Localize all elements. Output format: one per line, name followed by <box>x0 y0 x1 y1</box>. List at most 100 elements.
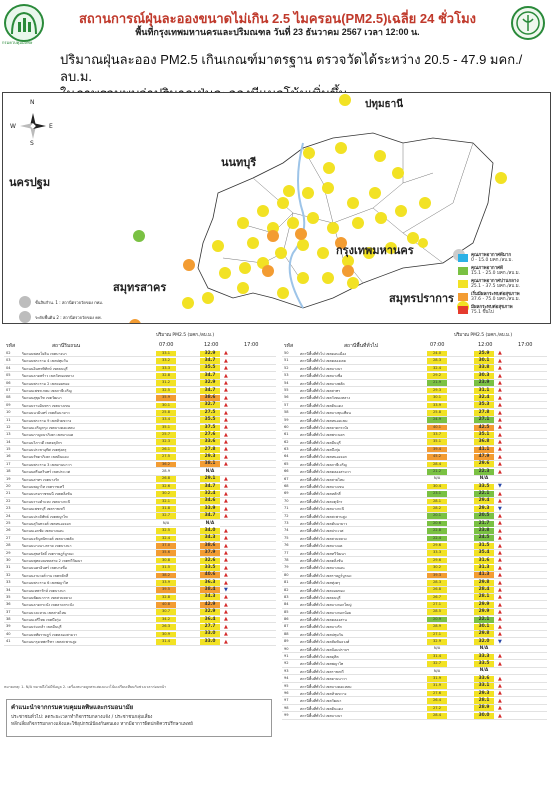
legend-swatch <box>458 280 468 288</box>
table-row: 92 สถานีพื้นที่ทั่วไป เขตพญาไท 32.7 33.5 ▲ <box>282 660 547 668</box>
station-key-pcd-icon <box>19 311 31 323</box>
station-name: ริมถนนสาทร เขตบางรัก <box>22 477 60 482</box>
station-code: 25 <box>6 520 11 525</box>
trend-up-icon: ▲ <box>498 512 502 519</box>
station-name: สถานีพื้นที่ทั่วไป เขตบางกอกใหญ่ <box>300 603 352 608</box>
table-row: 69 สถานีพื้นที่ทั่วไป เขตหลักสี่ 23.1 22.1 ▲ <box>282 490 547 498</box>
station-code: 55 <box>284 387 289 392</box>
trend-up-icon: ▲ <box>498 705 502 712</box>
station-name: สถานีพื้นที่ทั่วไป เขตหนองแขม <box>300 418 348 423</box>
map-stations <box>182 94 507 313</box>
station-name: สถานีพื้นที่ทั่วไป เขตบางซื่อ <box>300 374 343 379</box>
station-name: สถานีพื้นที่ทั่วไป เขตบางกะปิ <box>300 507 345 512</box>
col-code: รหัส <box>6 343 16 349</box>
table-row: 29 ริมถนนสุขสวัสดิ์ เขตราษฎร์บูรณะ 35.6 37.… <box>4 550 276 557</box>
province-samutprakan: สมุทรปราการ <box>389 292 454 305</box>
trend-up-icon: ▲ <box>224 594 228 601</box>
value-1200: N/A <box>474 668 494 675</box>
station-code: 32 <box>6 572 11 577</box>
value-1200: 41.3 <box>474 572 494 579</box>
value-1200: 32.7 <box>200 402 220 409</box>
value-0700: 39.3 <box>427 572 447 579</box>
station-name: ริมถนนพระราม 4 เขตปทุมวัน <box>22 359 69 364</box>
value-0700: 30.9 <box>156 631 176 638</box>
legend-range: 75.1 ขึ้นไป <box>471 310 494 315</box>
value-0700: 32.6 <box>156 483 176 490</box>
table-row: 04 ริมถนนอินทรพิทักษ์ เขตธนบุรี 33.3 35.5 ▲ <box>4 365 276 373</box>
station-name: ริมถนนพญาไท เขตราชเทวี <box>22 485 65 490</box>
station-code: 61 <box>284 432 289 437</box>
station-code: 87 <box>284 624 289 629</box>
value-0700: 30.2 <box>156 491 176 497</box>
trend-up-icon: ▲ <box>498 623 502 630</box>
value-0700: 33.4 <box>156 417 176 423</box>
value-1200: 27.5 <box>200 409 220 416</box>
value-0700: 31.4 <box>427 653 447 660</box>
table-row: 37 ริมถนนวงแหวน เขตสายไหม 30.7 32.9 ▲ <box>4 609 276 617</box>
province-samutsakhon: สมุทรสาคร <box>113 281 167 294</box>
compass-e: E <box>49 123 53 130</box>
table-row: 20 ริมถนนพญาไท เขตราชเทวี 32.6 34.7 ▲ <box>4 483 276 491</box>
value-0700: 40.8 <box>156 602 176 608</box>
value-0700: 29.2 <box>427 372 447 379</box>
trend-up-icon: ▲ <box>224 402 228 409</box>
value-0700: 26.3 <box>156 624 176 630</box>
station-code: 81 <box>284 580 289 585</box>
value-0700: 25.8 <box>427 409 447 416</box>
value-0700: 33.9 <box>427 402 447 409</box>
district-map <box>19 94 507 323</box>
trend-up-icon: ▲ <box>498 697 502 704</box>
table-row: 06 ริมถนนพระราม 2 เขตจอมทอง 31.2 32.9 ▲ <box>4 380 276 387</box>
value-0700: 22.8 <box>427 528 447 534</box>
health-dept-logo-icon <box>516 11 540 35</box>
table-row: 60 สถานีพื้นที่ทั่วไป เขตลาดกระบัง 40.1 42.… <box>282 424 547 432</box>
table-row: 31 ริมถนนนครอินทร์ เขตบางซื่อ 31.5 33.5 ▲ <box>4 564 276 572</box>
value-1200: 29.6 <box>474 461 494 468</box>
value-1200: 34.7 <box>200 357 220 364</box>
value-1200: 33.9 <box>200 505 220 512</box>
station-name: สถานีพื้นที่ทั่วไป เขตบางแค <box>300 544 343 549</box>
station-name: สถานีพื้นที่ทั่วไป เขตบางเขน <box>300 485 344 490</box>
value-1200: N/A <box>200 468 220 475</box>
station-name: ริมถนนเอกชัย เขตบางบอน <box>22 529 64 534</box>
table-row: 27 ริมถนนจรัญสนิทวงศ์ เขตบางพลัด 32.4 34.3 ▲ <box>4 535 276 543</box>
trend-up-icon: ▲ <box>498 653 502 660</box>
legend-title: เริ่มมีผลกระทบต่อสุขภาพ <box>471 292 520 297</box>
station-code: 05 <box>6 373 11 378</box>
value-1200: N/A <box>474 476 494 483</box>
value-1200: 29.9 <box>474 609 494 616</box>
value-0700: N/A <box>427 668 447 675</box>
trend-up-icon: ▲ <box>224 350 228 357</box>
station-name: สถานีพื้นที่ทั่วไป เขตบางนา <box>300 714 343 719</box>
trend-up-icon: ▲ <box>498 461 502 468</box>
station-name: สถานีพื้นที่ทั่วไป เขตห้วยขวาง <box>300 691 347 696</box>
station-code: 69 <box>284 491 289 496</box>
table-row: 21 ริมถนนบรมราชชนนี เขตตลิ่งชัน 30.2 32.4 ▲ <box>4 490 276 498</box>
table-row: 94 สถานีพื้นที่ทั่วไป เขตยานนาวา 31.9 33.6 ▲ <box>282 675 547 683</box>
station-code: 12 <box>6 424 11 429</box>
value-1200: 33.5 <box>474 483 494 490</box>
station-name: สถานีพื้นที่ทั่วไป เขตหนองจอก <box>300 455 347 460</box>
advice-line-2: หลีกเลี่ยงกิจกรรมกลางแจ้งและใช้อุปกรณ์ป้… <box>11 722 193 727</box>
station-code: 79 <box>284 565 289 570</box>
value-0700: 27.1 <box>427 631 447 638</box>
trend-up-icon: ▲ <box>224 549 228 556</box>
table-row: 76 สถานีพื้นที่ทั่วไป เขตบางแค 29.6 31.5 ▲ <box>282 542 547 550</box>
value-0700: 32.7 <box>156 513 176 519</box>
trend-up-icon: ▲ <box>224 387 228 394</box>
value-0700: 20.6 <box>427 520 447 527</box>
table-row: 73 สถานีพื้นที่ทั่วไป เขตคันนายาว 20.6 21.7… <box>282 520 547 528</box>
unit-label: ปริมาณ PM2.5 (มคก./ลบ.ม.) <box>454 333 513 338</box>
station-code: 95 <box>284 683 289 688</box>
value-0700: 32.5 <box>156 528 176 534</box>
station-code: 74 <box>284 528 289 533</box>
station-name: สถานีพื้นที่ทั่วไป เขตประเวศ <box>300 529 344 534</box>
value-1200: 32.4 <box>474 394 494 401</box>
station-code: 06 <box>6 380 11 385</box>
value-0700: 26.8 <box>156 476 176 483</box>
col-1700: 17:00 <box>518 342 533 348</box>
table-row: 95 สถานีพื้นที่ทั่วไป เขตบางคอแหลม 31.9 33.… <box>282 683 547 690</box>
trend-up-icon: ▲ <box>224 535 228 542</box>
station-name: ริมถนนประชาอุทิศ เขตทุ่งครุ <box>22 448 67 453</box>
pcd-logo-icon <box>11 11 37 35</box>
